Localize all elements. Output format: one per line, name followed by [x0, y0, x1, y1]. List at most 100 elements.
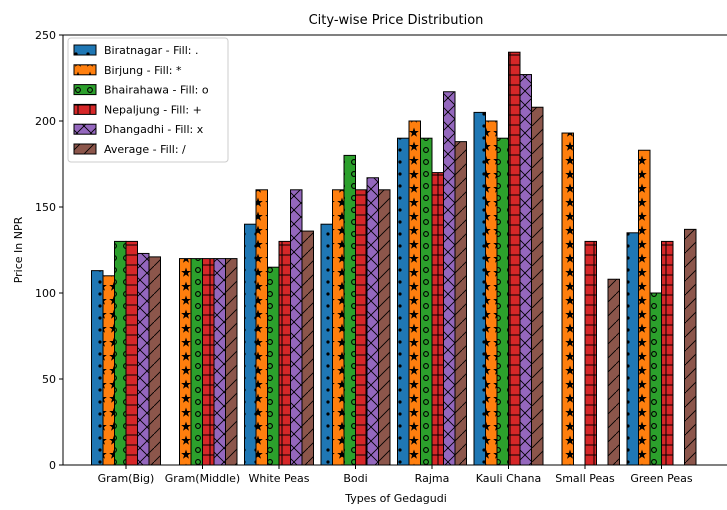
bar — [332, 189, 345, 466]
bar-hatch — [267, 266, 280, 466]
bar — [626, 232, 639, 466]
bar-hatch — [202, 258, 215, 466]
bar — [561, 132, 574, 466]
legend-swatch — [73, 84, 97, 96]
bar-hatch — [255, 189, 268, 466]
bar-hatch — [278, 240, 291, 466]
bar-hatch — [473, 111, 486, 466]
bar-hatch — [366, 177, 379, 466]
x-tick-label: Gram(Big) — [98, 472, 155, 485]
legend-label: Bhairahawa - Fill: o — [104, 84, 209, 97]
bar — [320, 223, 333, 466]
legend-item: Bhairahawa - Fill: o — [73, 84, 209, 97]
legend-item: Birjung - Fill: * — [73, 64, 182, 77]
bar-hatch — [584, 240, 597, 466]
bar — [190, 258, 203, 466]
bar-hatch — [290, 189, 303, 466]
bar-hatch — [102, 275, 115, 466]
bar — [431, 172, 444, 466]
bar-hatch — [190, 258, 203, 466]
bar-hatch — [148, 256, 161, 466]
bar-hatch — [561, 132, 574, 466]
y-tick-label: 200 — [35, 115, 56, 128]
bar-hatch — [638, 149, 651, 466]
bar — [278, 240, 291, 466]
bar-hatch — [508, 51, 521, 466]
legend-label: Average - Fill: / — [104, 143, 186, 156]
legend-item: Dhangadhi - Fill: x — [73, 123, 204, 136]
bar — [584, 240, 597, 466]
bar-hatch — [519, 74, 532, 466]
bar — [649, 292, 662, 466]
plot-area — [91, 51, 697, 466]
bar — [366, 177, 379, 466]
x-axis-label: Types of Gedagudi — [344, 492, 447, 505]
bar-hatch — [397, 137, 410, 466]
bar — [290, 189, 303, 466]
y-tick-label: 50 — [42, 373, 56, 386]
bar — [519, 74, 532, 466]
bar-hatch — [378, 189, 391, 466]
bar-hatch — [431, 172, 444, 466]
y-tick-label: 250 — [35, 29, 56, 42]
legend-swatch — [73, 44, 97, 56]
bar — [496, 137, 509, 466]
legend-label: Birjung - Fill: * — [104, 64, 182, 77]
legend-item: Biratnagar - Fill: . — [73, 44, 199, 57]
bar — [267, 266, 280, 466]
y-axis: 0 50 100 150 200 250 — [35, 29, 63, 472]
bar-hatch — [454, 141, 467, 466]
bar — [473, 111, 486, 466]
bar-hatch — [332, 189, 345, 466]
legend-label: Dhangadhi - Fill: x — [104, 123, 204, 136]
bar — [225, 258, 238, 466]
legend-box — [67, 37, 229, 163]
y-tick-label: 0 — [49, 459, 56, 472]
bar — [148, 256, 161, 466]
legend-label: Nepaljung - Fill: + — [104, 103, 202, 116]
bar-hatch — [125, 240, 138, 466]
legend-item: Average - Fill: / — [73, 143, 186, 156]
bar — [443, 91, 456, 466]
legend-label: Biratnagar - Fill: . — [104, 44, 199, 57]
bar — [508, 51, 521, 466]
bar — [244, 223, 257, 466]
bar-hatch — [225, 258, 238, 466]
bar — [114, 240, 127, 466]
x-tick-label: White Peas — [249, 472, 310, 485]
plot-frame — [62, 34, 727, 466]
bar-hatch — [91, 270, 104, 466]
bar — [213, 258, 226, 466]
bar — [355, 189, 368, 466]
bar-hatch — [649, 292, 662, 466]
bar-hatch — [661, 240, 674, 466]
bar — [137, 252, 150, 466]
bar — [684, 228, 697, 466]
bar — [255, 189, 268, 466]
legend-swatch — [73, 143, 97, 155]
x-tick-label: Gram(Middle) — [165, 472, 240, 485]
y-axis-label: Price In NPR — [12, 216, 25, 283]
bar-hatch — [179, 258, 192, 466]
bar — [485, 120, 498, 466]
legend: Biratnagar - Fill: . Birjung - Fill: * Bha… — [67, 37, 229, 163]
bar — [125, 240, 138, 466]
bar-hatch — [244, 223, 257, 466]
bar-hatch — [485, 120, 498, 466]
bar-hatch — [420, 137, 433, 466]
bar — [102, 275, 115, 466]
bar-hatch — [343, 154, 356, 466]
chart-title: City-wise Price Distribution — [309, 13, 484, 28]
x-tick-label: Kauli Chana — [476, 472, 541, 485]
bar — [343, 154, 356, 466]
bar — [301, 230, 314, 466]
bar-hatch — [626, 232, 639, 466]
legend-swatch — [73, 103, 97, 115]
bar-hatch — [408, 120, 421, 466]
bar-hatch — [320, 223, 333, 466]
bar-hatch — [443, 91, 456, 466]
bar — [531, 106, 544, 466]
legend-item: Nepaljung - Fill: + — [73, 103, 202, 116]
